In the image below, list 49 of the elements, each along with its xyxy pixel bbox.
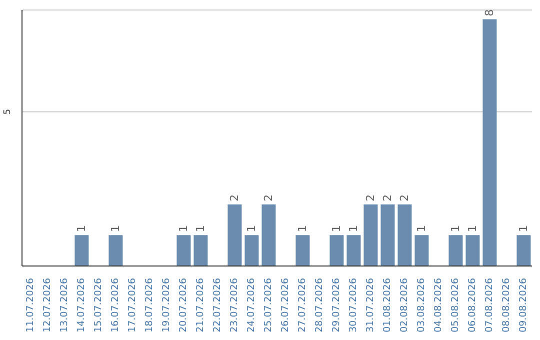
data-label: 2: [381, 194, 394, 202]
data-label: 1: [449, 225, 462, 232]
x-tick-label: 09.08.2026: [518, 278, 529, 332]
x-tick-label: 16.07.2026: [110, 278, 121, 332]
x-tick-label: 26.07.2026: [280, 278, 291, 332]
data-label: 1: [330, 225, 344, 232]
x-tick-label: 18.07.2026: [144, 278, 155, 332]
data-label: 2: [364, 194, 378, 202]
x-tick-label: 20.07.2026: [178, 278, 189, 332]
data-label: 2: [262, 194, 276, 202]
x-tick-label: 08.08.2026: [501, 278, 512, 332]
x-tick-label: 06.08.2026: [467, 278, 478, 332]
data-label: 1: [177, 225, 190, 232]
data-label: 1: [296, 225, 310, 232]
x-tick-label: 25.07.2026: [263, 278, 274, 332]
x-tick-label: 21.07.2026: [195, 278, 206, 332]
data-label: 8: [483, 9, 496, 16]
x-tick-label: 19.07.2026: [161, 278, 172, 332]
data-label: 1: [347, 225, 360, 232]
x-tick-label: 28.07.2026: [314, 278, 325, 332]
x-tick-label: 02.08.2026: [399, 278, 410, 332]
x-tick-label: 23.07.2026: [229, 278, 240, 332]
x-tick-label: 24.07.2026: [246, 278, 257, 332]
x-tick-label: 27.07.2026: [297, 278, 308, 332]
x-tick-label: 15.07.2026: [93, 278, 104, 332]
data-label: 1: [245, 225, 258, 232]
x-tick-label: 11.07.2026: [25, 278, 36, 332]
x-tick-label: 12.07.2026: [42, 278, 53, 332]
x-tick-label: 22.07.2026: [212, 278, 223, 332]
x-tick-label: 01.08.2026: [382, 278, 393, 332]
y-tick-label: 5: [3, 108, 13, 115]
x-tick-label: 31.07.2026: [365, 278, 376, 332]
x-tick-label: 03.08.2026: [416, 278, 427, 332]
x-tick-label: 30.07.2026: [348, 278, 359, 332]
data-label: 1: [466, 225, 480, 232]
x-tick-label: 04.08.2026: [433, 278, 444, 332]
x-tick-label: 07.08.2026: [484, 278, 495, 332]
data-label: 2: [398, 194, 412, 202]
data-label: 1: [109, 225, 122, 232]
data-label: 1: [194, 225, 208, 232]
x-tick-label: 14.07.2026: [76, 278, 87, 332]
data-label: 1: [75, 225, 88, 232]
x-tick-label: 05.08.2026: [450, 278, 461, 332]
x-tick-label: 17.07.2026: [127, 278, 138, 332]
x-tick-label: 29.07.2026: [331, 278, 342, 332]
data-label: 1: [517, 225, 530, 232]
data-label: 1: [415, 225, 428, 232]
x-tick-label: 13.07.2026: [59, 278, 70, 332]
data-label: 2: [228, 194, 242, 202]
